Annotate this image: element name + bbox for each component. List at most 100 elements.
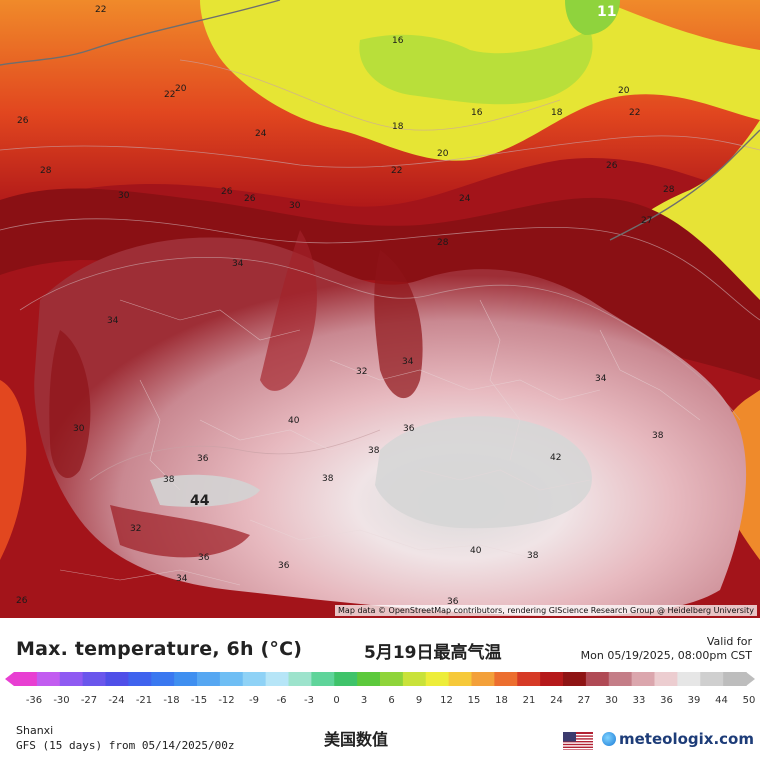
color-scale-segment	[654, 672, 678, 686]
minimum-label: 11	[597, 4, 616, 20]
scale-tick-label: 12	[440, 695, 453, 706]
color-scale-segment	[14, 672, 38, 686]
contour-label: 22	[95, 5, 106, 15]
scale-tick-label: -15	[191, 695, 207, 706]
map-attribution: Map data © OpenStreetMap contributors, r…	[335, 605, 757, 616]
contour-label: 18	[392, 122, 404, 132]
color-scale-segment	[82, 672, 107, 686]
scale-tick-label: 24	[550, 695, 563, 706]
model-run: GFS (15 days) from 05/14/2025/00z	[16, 739, 235, 752]
contour-label: 30	[289, 201, 301, 211]
contour-label: 20	[618, 86, 630, 96]
temperature-map[interactable]: 22 16 20 22 26 24 18 16 18 20 22 20 22 2…	[0, 0, 760, 618]
subtitle-chinese: 美国数值	[324, 730, 389, 749]
contour-label: 36	[403, 424, 415, 434]
scale-tick-label: 15	[468, 695, 481, 706]
contour-label: 28	[663, 185, 675, 195]
color-scale-segment	[494, 672, 518, 686]
contour-label: 27	[641, 216, 652, 226]
green-region	[359, 30, 593, 105]
scale-tick-label: -18	[163, 695, 179, 706]
contour-label: 26	[16, 596, 28, 606]
contour-label: 16	[392, 36, 404, 46]
color-scale-segment	[448, 672, 473, 686]
country-borders	[0, 0, 760, 241]
scale-tick-label: 39	[688, 695, 701, 706]
scale-arrow-right	[746, 672, 755, 686]
scale-tick-label: -24	[108, 695, 124, 706]
contour-label: 26	[244, 194, 256, 204]
color-scale-segment	[265, 672, 290, 686]
contour-label: 34	[595, 374, 607, 384]
scale-tick-label: 44	[715, 695, 728, 706]
contour-label: 24	[255, 129, 267, 139]
dark-red-belt	[0, 188, 760, 380]
scale-tick-label: -6	[277, 695, 287, 706]
scale-tick-label: -9	[249, 695, 259, 706]
color-scale-segment	[677, 672, 701, 686]
contour-label: 38	[652, 431, 664, 441]
us-flag-icon[interactable]	[563, 732, 593, 750]
color-scale-segment	[540, 672, 564, 686]
scale-tick-label: 50	[743, 695, 756, 706]
color-scale-segment	[105, 672, 129, 686]
color-scale-segment	[197, 672, 221, 686]
scale-tick-label: 9	[416, 695, 422, 706]
color-scale-segment	[723, 672, 747, 686]
contour-label: 32	[130, 524, 141, 534]
contour-label: 40	[470, 546, 482, 556]
scale-tick-label: 21	[523, 695, 536, 706]
temperature-field: 22 16 20 22 26 24 18 16 18 20 22 20 22 2…	[0, 0, 760, 618]
scale-tick-label: -12	[218, 695, 234, 706]
legend-footer: Max. temperature, 6h (°C) 5月19日最高气温 Vali…	[0, 618, 760, 760]
district-boundaries	[59, 299, 701, 586]
contour-label: 38	[322, 474, 334, 484]
contour-label: 28	[40, 166, 52, 176]
color-scale-graphic: -36 -30 -27 -24 -21 -18 -15 -12 -9 -6 -3 0 3 6 9 12 15 18…	[5, 672, 756, 706]
contour-label: 22	[391, 166, 402, 176]
hot-core-region	[34, 237, 747, 616]
region-name: Shanxi	[16, 724, 54, 737]
color-scale-segment	[585, 672, 610, 686]
contour-label: 38	[368, 446, 380, 456]
color-scale-segment	[219, 672, 244, 686]
brand-name: meteologix.com	[619, 730, 754, 748]
ridge-4	[110, 505, 250, 558]
color-scale-segment	[402, 672, 427, 686]
contour-label: 36	[197, 454, 209, 464]
cool-spot	[565, 0, 620, 35]
contour-labels: 22 16 20 22 26 24 18 16 18 20 22 20 22 2…	[16, 5, 675, 607]
color-scale-segment	[334, 672, 358, 686]
scale-tick-label: 6	[388, 695, 394, 706]
color-scale-segment	[128, 672, 152, 686]
color-scale: -36 -30 -27 -24 -21 -18 -15 -12 -9 -6 -3 0 3 6 9 12 15 18…	[0, 670, 760, 710]
hottest-area-west	[150, 474, 260, 507]
color-scale-segment	[563, 672, 587, 686]
extreme-labels: 11 44	[190, 4, 616, 509]
scale-arrow-left	[5, 672, 14, 686]
color-scale-segment	[36, 672, 61, 686]
contour-label: 30	[118, 191, 130, 201]
contour-label: 34	[232, 259, 244, 269]
contour-label: 24	[459, 194, 471, 204]
color-scale-segment	[151, 672, 175, 686]
color-scale-segment	[631, 672, 656, 686]
color-scale-segment	[608, 672, 633, 686]
contour-label: 28	[437, 238, 449, 248]
hottest-area-east	[375, 416, 592, 529]
color-scale-segment	[174, 672, 198, 686]
contour-label: 34	[402, 357, 414, 367]
contour-lines	[0, 59, 760, 481]
color-scale-segment	[357, 672, 381, 686]
contour-label: 20	[437, 149, 449, 159]
color-scale-segment	[517, 672, 541, 686]
map-title-chinese: 5月19日最高气温	[364, 643, 502, 663]
scale-tick-label: 36	[660, 695, 673, 706]
scale-tick-label: 30	[605, 695, 618, 706]
scale-tick-label: -21	[136, 695, 152, 706]
scale-tick-label: 0	[333, 695, 339, 706]
scale-tick-label: 3	[361, 695, 367, 706]
maximum-label: 44	[190, 493, 210, 509]
brand-logo[interactable]: meteologix.com	[602, 730, 754, 748]
scale-tick-label: -36	[26, 695, 42, 706]
